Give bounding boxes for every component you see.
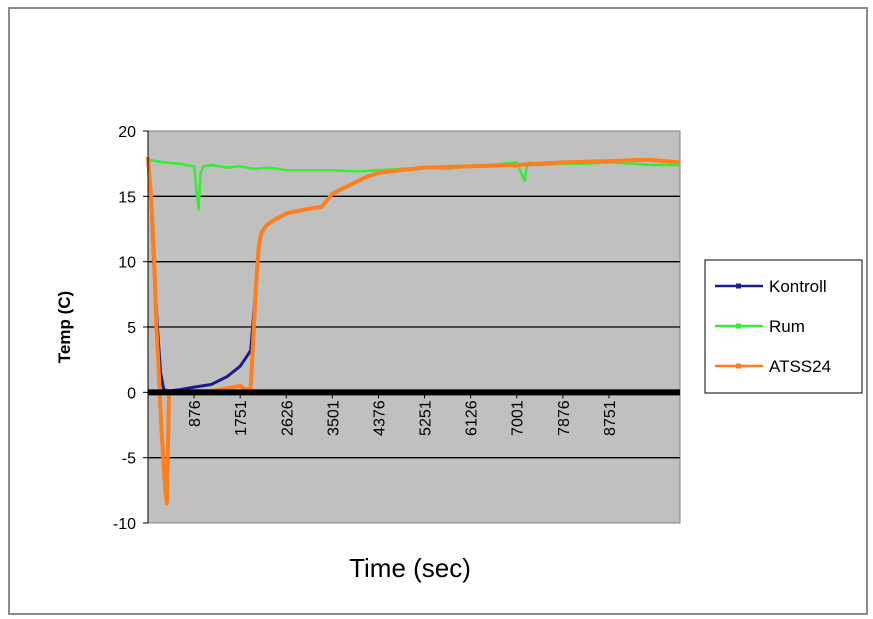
- x-tick-label-6: 6126: [464, 400, 481, 436]
- legend: Kontroll Rum ATSS24: [704, 259, 863, 394]
- series-line-atss24: [146, 156, 681, 506]
- y-tick-label-6: 20: [118, 124, 136, 141]
- x-tick-label-2: 2626: [279, 400, 296, 436]
- x-tick-label-0: 876: [187, 400, 204, 427]
- y-tick-label-2: 0: [127, 385, 136, 402]
- y-tick-label-0: -10: [113, 516, 136, 533]
- legend-marker-atss24: [736, 363, 741, 369]
- y-tick-label-5: 15: [118, 189, 136, 206]
- x-axis-label: Time (sec): [349, 553, 471, 583]
- x-tick-label-4: 4376: [371, 400, 388, 436]
- x-tick-label-5: 5251: [418, 400, 435, 436]
- legend-label-kontroll: Kontroll: [769, 277, 827, 296]
- x-tick-label-9: 8751: [602, 400, 619, 436]
- y-tick-label-3: 5: [127, 320, 136, 337]
- y-tick-label-4: 10: [118, 255, 136, 272]
- legend-marker-rum: [736, 323, 741, 329]
- x-tick-label-1: 1751: [233, 400, 250, 436]
- axes: -10 -5 0 5 10 15 20 876 1751 2626 3501 4376 5251 6126…: [113, 124, 680, 533]
- y-axis-label: Temp (C): [55, 291, 74, 363]
- x-tick-label-8: 7876: [556, 400, 573, 436]
- legend-label-rum: Rum: [769, 317, 805, 336]
- x-tick-label-3: 3501: [325, 400, 342, 436]
- legend-label-atss24: ATSS24: [769, 357, 831, 376]
- x-tick-label-7: 7001: [510, 400, 527, 436]
- y-tick-label-1: -5: [122, 451, 136, 468]
- legend-marker-kontroll: [736, 283, 741, 289]
